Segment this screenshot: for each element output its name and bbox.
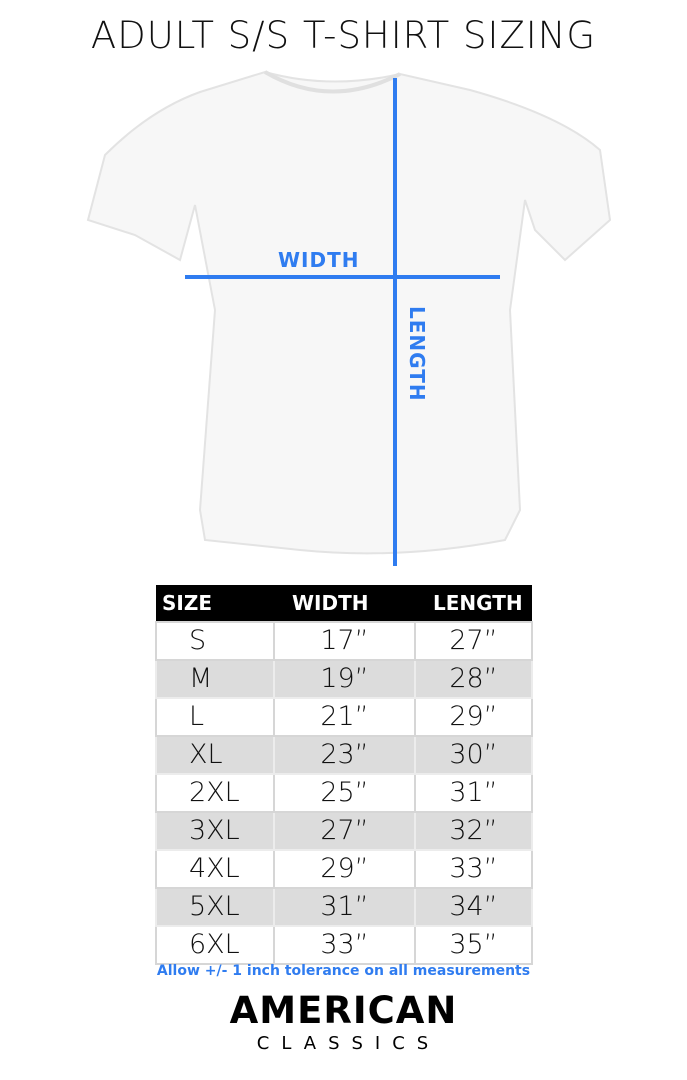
- size-cell: 6XL: [155, 925, 275, 965]
- size-cell: M: [155, 659, 275, 699]
- length-cell: 29”: [414, 697, 533, 737]
- length-label: LENGTH: [405, 306, 429, 402]
- table-row: L 21” 29”: [155, 697, 533, 737]
- length-cell: 30”: [414, 735, 533, 775]
- tshirt-illustration: [86, 70, 612, 566]
- width-cell: 19”: [273, 659, 416, 699]
- table-row: 3XL 27” 32”: [155, 811, 533, 851]
- width-cell: 23”: [273, 735, 416, 775]
- size-cell: S: [155, 621, 275, 661]
- length-cell: 35”: [414, 925, 533, 965]
- table-row: 6XL 33” 35”: [155, 925, 533, 965]
- table-row: M 19” 28”: [155, 659, 533, 699]
- tolerance-note: Allow +/- 1 inch tolerance on all measur…: [156, 963, 531, 979]
- size-cell: 5XL: [155, 887, 275, 927]
- size-cell: L: [155, 697, 275, 737]
- table-header: SIZE WIDTH LENGTH: [156, 585, 532, 622]
- tshirt-body: [86, 70, 612, 555]
- tshirt-collar: [263, 70, 401, 94]
- table-row: S 17” 27”: [155, 621, 533, 661]
- length-cell: 27”: [414, 621, 533, 661]
- width-cell: 25”: [273, 773, 416, 813]
- header-width: WIDTH: [274, 585, 415, 622]
- page-title: ADULT S/S T-SHIRT SIZING: [90, 14, 597, 57]
- width-cell: 21”: [273, 697, 416, 737]
- length-cell: 31”: [414, 773, 533, 813]
- size-table: SIZE WIDTH LENGTH S 17” 27” M 19” 28” L 21” 29” X…: [155, 585, 533, 965]
- size-cell: 4XL: [155, 849, 275, 889]
- width-cell: 27”: [273, 811, 416, 851]
- size-cell: 3XL: [155, 811, 275, 851]
- length-cell: 32”: [414, 811, 533, 851]
- width-cell: 17”: [273, 621, 416, 661]
- logo-american: AMERICAN: [229, 989, 458, 1032]
- size-cell: 2XL: [155, 773, 275, 813]
- width-cell: 31”: [273, 887, 416, 927]
- header-size: SIZE: [156, 585, 274, 622]
- length-cell: 28”: [414, 659, 533, 699]
- table-row: 2XL 25” 31”: [155, 773, 533, 813]
- width-cell: 29”: [273, 849, 416, 889]
- logo-classics: CLASSICS: [256, 1033, 441, 1054]
- length-cell: 34”: [414, 887, 533, 927]
- header-length: LENGTH: [415, 585, 532, 622]
- width-cell: 33”: [273, 925, 416, 965]
- table-row: XL 23” 30”: [155, 735, 533, 775]
- size-cell: XL: [155, 735, 275, 775]
- length-cell: 33”: [414, 849, 533, 889]
- width-label: WIDTH: [278, 248, 360, 272]
- table-row: 5XL 31” 34”: [155, 887, 533, 927]
- table-row: 4XL 29” 33”: [155, 849, 533, 889]
